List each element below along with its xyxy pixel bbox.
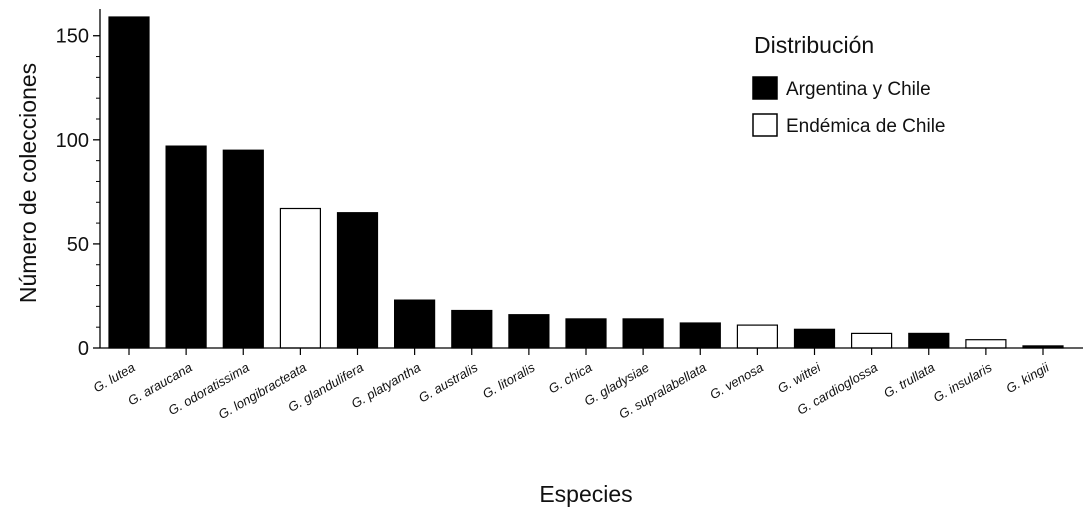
bar-g-litoralis — [509, 315, 549, 348]
bar-g-australis — [452, 311, 492, 349]
x-tick-label-g-insularis: G. insularis — [931, 359, 995, 405]
x-tick-label-g-kingii: G. kingii — [1003, 359, 1052, 396]
bar-g-insularis — [966, 340, 1006, 348]
y-axis-title: Número de colecciones — [15, 63, 41, 303]
bar-g-lutea — [109, 17, 149, 348]
x-tick-label-g-venosa: G. venosa — [707, 360, 766, 403]
y-tick-label-50: 50 — [67, 234, 89, 256]
x-tick-label-g-wittei: G. wittei — [775, 359, 824, 396]
legend-title: Distribución — [754, 32, 874, 58]
bar-g-supralabellata — [680, 323, 720, 348]
bar-g-wittei — [795, 329, 835, 348]
bar-g-odoratissima — [223, 150, 263, 348]
bar-g-platyantha — [395, 300, 435, 348]
legend-swatch-endemica-de-chile — [753, 114, 777, 136]
bar-g-glandulifera — [338, 213, 378, 348]
y-tick-label-0: 0 — [78, 338, 89, 360]
y-tick-label-100: 100 — [56, 130, 89, 152]
legend-label-endemica-de-chile: Endémica de Chile — [786, 116, 945, 137]
bar-g-trullata — [909, 333, 949, 348]
x-tick-label-g-trullata: G. trullata — [881, 360, 937, 401]
x-tick-label-g-litoralis: G. litoralis — [480, 359, 538, 401]
plot-area — [109, 17, 1063, 348]
legend-swatch-argentina-y-chile — [753, 77, 777, 99]
bar-g-venosa — [737, 325, 777, 348]
legend: Distribución Argentina y Chile Endémica … — [753, 32, 945, 137]
bar-g-chica — [566, 319, 606, 348]
x-tick-label-g-chica: G. chica — [546, 360, 595, 397]
bar-g-araucana — [166, 146, 206, 348]
legend-label-argentina-y-chile: Argentina y Chile — [786, 79, 931, 100]
x-tick-label-g-lutea: G. lutea — [91, 360, 138, 396]
bar-g-longibracteata — [280, 209, 320, 349]
legend-entry-argentina-y-chile: Argentina y Chile — [753, 77, 931, 100]
y-tick-label-150: 150 — [56, 26, 89, 48]
bar-g-gladysiae — [623, 319, 663, 348]
legend-entry-endemica-de-chile: Endémica de Chile — [753, 114, 945, 137]
x-axis-title: Especies — [539, 481, 632, 507]
x-tick-label-g-australis: G. australis — [416, 359, 481, 405]
bar-g-cardioglossa — [852, 333, 892, 348]
